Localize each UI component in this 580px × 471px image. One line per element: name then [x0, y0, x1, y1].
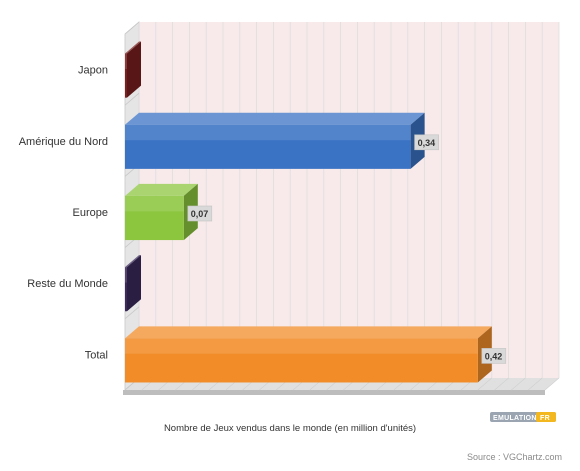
- logo-text-right: FR: [540, 415, 550, 422]
- bar-top-face: [125, 326, 492, 339]
- floor-gridline: [494, 377, 509, 391]
- bar-highlight: [125, 53, 127, 69]
- floor-gridline: [511, 377, 526, 391]
- floor-gridline: [477, 377, 492, 391]
- x-axis-title: Nombre de Jeux vendus dans le monde (en …: [164, 423, 416, 434]
- category-labels: Japon Amérique du Nord Europe Reste du Mond…: [19, 65, 108, 362]
- category-separator: [124, 306, 140, 320]
- data-label-box: [414, 134, 439, 151]
- bar-end-face: [127, 41, 141, 98]
- bars: [125, 41, 492, 383]
- emulation-fr-logo: EMULATION FR: [490, 412, 556, 422]
- bar-front-face: [125, 195, 184, 241]
- data-label-box: [187, 205, 213, 222]
- bar-top-face: [125, 255, 141, 268]
- source-credit: Source : VGChartz.com: [467, 452, 562, 462]
- bar-end-face: [127, 255, 141, 312]
- bar-highlight: [125, 338, 478, 354]
- category-label-reste-du-monde: Reste du Monde: [27, 278, 108, 290]
- category-label-japon: Japon: [78, 65, 108, 77]
- bar-reste-du-monde: [125, 255, 141, 312]
- logo-accent: [536, 412, 556, 422]
- bar-front-face: [125, 53, 127, 98]
- bar-amerique-du-nord: [125, 112, 425, 169]
- logo-text-left: EMULATION: [493, 415, 537, 422]
- category-separator: [124, 21, 140, 35]
- data-label-amerique-du-nord: 0,34: [418, 138, 436, 148]
- category-label-total: Total: [85, 349, 108, 361]
- data-label-europe: 0,07: [191, 209, 209, 219]
- bar-highlight: [125, 267, 127, 283]
- bar-front-face: [125, 267, 127, 312]
- bar-front-face: [125, 338, 478, 383]
- data-label-box: [481, 348, 507, 364]
- bar-japon: [125, 41, 141, 98]
- bar-top-face: [125, 112, 425, 125]
- floor-gridline: [544, 377, 560, 391]
- bar-total: [125, 326, 492, 383]
- floor-edge: [123, 390, 545, 395]
- bar-highlight: [125, 124, 411, 141]
- bar-top-face: [125, 41, 141, 54]
- bar-highlight: [125, 195, 184, 212]
- bar-front-face: [125, 124, 411, 169]
- floor-gridline: [528, 377, 543, 391]
- data-label-total: 0,42: [485, 351, 503, 361]
- category-label-amerique-du-nord: Amérique du Nord: [19, 136, 108, 148]
- bar-europe: [125, 183, 198, 241]
- back-wall: [139, 22, 559, 378]
- data-labels: 0,34 0,07 0,42: [187, 134, 507, 364]
- category-label-europe: Europe: [73, 207, 108, 219]
- bar-top-face: [125, 183, 198, 196]
- category-separator: [124, 92, 140, 106]
